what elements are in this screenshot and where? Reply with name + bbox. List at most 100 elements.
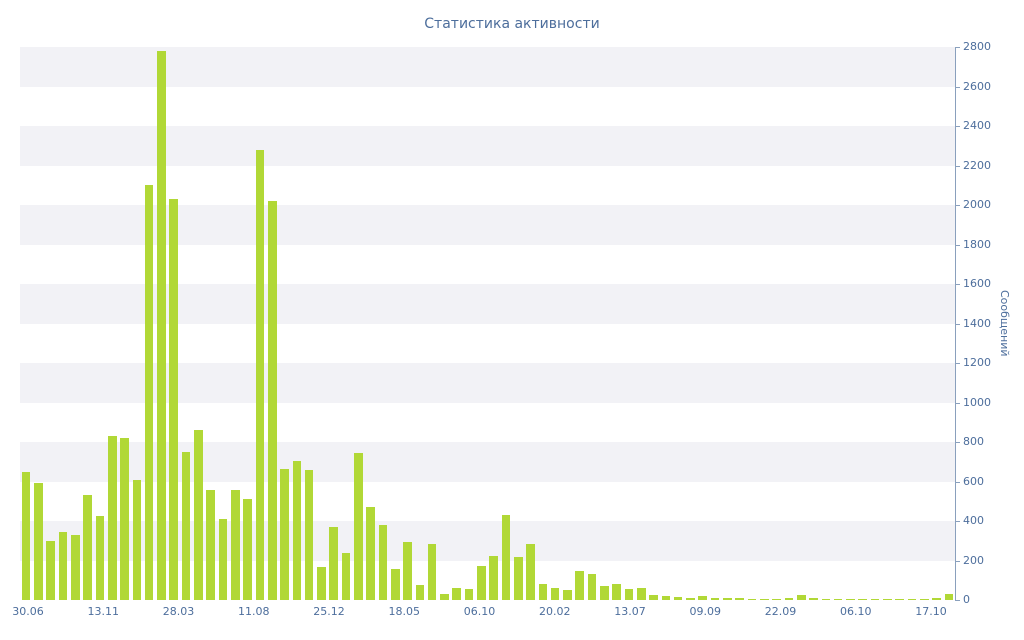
bar[interactable]: [895, 599, 904, 600]
bar[interactable]: [624, 589, 634, 600]
y-tick-mark: [955, 284, 960, 285]
x-tick-label: 17.10: [915, 605, 947, 618]
bar[interactable]: [21, 471, 31, 600]
bar[interactable]: [280, 468, 289, 600]
bar[interactable]: [784, 598, 794, 600]
bar[interactable]: [464, 589, 474, 600]
bar[interactable]: [452, 588, 462, 600]
y-tick-mark: [955, 205, 960, 206]
bar[interactable]: [833, 599, 843, 600]
bar[interactable]: [550, 588, 560, 600]
bar[interactable]: [378, 524, 388, 600]
bar[interactable]: [673, 597, 683, 600]
y-tick-mark: [955, 600, 960, 601]
bar[interactable]: [206, 490, 215, 600]
bar[interactable]: [366, 507, 375, 600]
bar[interactable]: [157, 50, 166, 600]
bar[interactable]: [661, 596, 671, 600]
y-tick-label: 600: [963, 474, 984, 488]
bar[interactable]: [107, 436, 117, 600]
bar[interactable]: [686, 597, 695, 600]
y-tick-label: 2200: [963, 158, 991, 172]
bar[interactable]: [760, 599, 769, 600]
bar[interactable]: [698, 596, 708, 600]
y-axis-title: Сообщений: [998, 290, 1011, 357]
bar[interactable]: [710, 597, 720, 600]
bar[interactable]: [600, 586, 609, 600]
bar[interactable]: [144, 185, 154, 600]
grid-band: [20, 86, 955, 126]
bar[interactable]: [870, 599, 880, 600]
bar[interactable]: [46, 540, 56, 600]
bar[interactable]: [34, 483, 43, 600]
bar[interactable]: [883, 599, 892, 600]
bar[interactable]: [58, 531, 68, 600]
y-tick-mark: [955, 86, 960, 88]
bar[interactable]: [354, 452, 363, 600]
bar[interactable]: [489, 555, 498, 600]
bar[interactable]: [427, 543, 437, 600]
x-tick-label: 09.09: [689, 605, 722, 618]
bar[interactable]: [944, 594, 954, 600]
y-tick-label: 2000: [963, 198, 991, 211]
bar[interactable]: [907, 599, 917, 600]
y-tick-mark: [955, 402, 960, 404]
bars-container: [20, 47, 955, 600]
bar[interactable]: [120, 438, 129, 600]
y-tick-mark: [955, 442, 960, 443]
bar[interactable]: [858, 599, 868, 600]
x-tick-label: 30.06: [12, 605, 44, 618]
bar[interactable]: [71, 534, 80, 600]
bar[interactable]: [243, 499, 252, 600]
bar[interactable]: [772, 599, 781, 600]
bar[interactable]: [649, 595, 658, 600]
bar[interactable]: [563, 590, 572, 600]
bar[interactable]: [735, 598, 744, 600]
bar[interactable]: [255, 149, 265, 600]
bar[interactable]: [194, 430, 203, 600]
bar[interactable]: [796, 595, 806, 600]
bar[interactable]: [132, 479, 142, 600]
bar[interactable]: [83, 495, 92, 600]
bar[interactable]: [415, 585, 425, 600]
bar[interactable]: [267, 201, 277, 600]
bar[interactable]: [329, 526, 339, 600]
bar[interactable]: [932, 598, 941, 600]
bar[interactable]: [636, 588, 646, 600]
bar[interactable]: [230, 490, 240, 600]
y-tick-label: 1200: [963, 356, 991, 369]
bar[interactable]: [218, 519, 228, 600]
bar[interactable]: [526, 543, 535, 600]
bar[interactable]: [292, 460, 302, 600]
bar[interactable]: [501, 515, 511, 600]
bar[interactable]: [747, 598, 757, 600]
bar[interactable]: [587, 574, 597, 600]
bar[interactable]: [403, 541, 412, 600]
bar[interactable]: [317, 567, 326, 600]
bar[interactable]: [390, 569, 400, 600]
x-tick-label: 13.11: [87, 605, 120, 618]
x-tick-label: 06.10: [840, 605, 872, 618]
bar[interactable]: [612, 584, 621, 600]
bar[interactable]: [95, 516, 105, 600]
bar[interactable]: [575, 571, 585, 600]
bar[interactable]: [846, 599, 855, 600]
bar[interactable]: [477, 566, 486, 600]
bar[interactable]: [809, 597, 818, 600]
y-tick-mark: [955, 126, 960, 127]
x-tick-label: 25.12: [313, 605, 345, 618]
bar[interactable]: [341, 552, 351, 600]
bar[interactable]: [723, 598, 732, 600]
y-tick-label: 800: [963, 435, 984, 448]
x-tick-label: 18.05: [388, 605, 421, 618]
bar[interactable]: [169, 199, 179, 600]
x-tick-label: 11.08: [238, 605, 270, 618]
bar[interactable]: [304, 469, 314, 600]
bar[interactable]: [181, 451, 191, 600]
bar[interactable]: [440, 594, 449, 600]
bar[interactable]: [538, 584, 548, 600]
bar[interactable]: [919, 599, 929, 600]
bar[interactable]: [821, 598, 831, 600]
bar[interactable]: [513, 556, 523, 600]
